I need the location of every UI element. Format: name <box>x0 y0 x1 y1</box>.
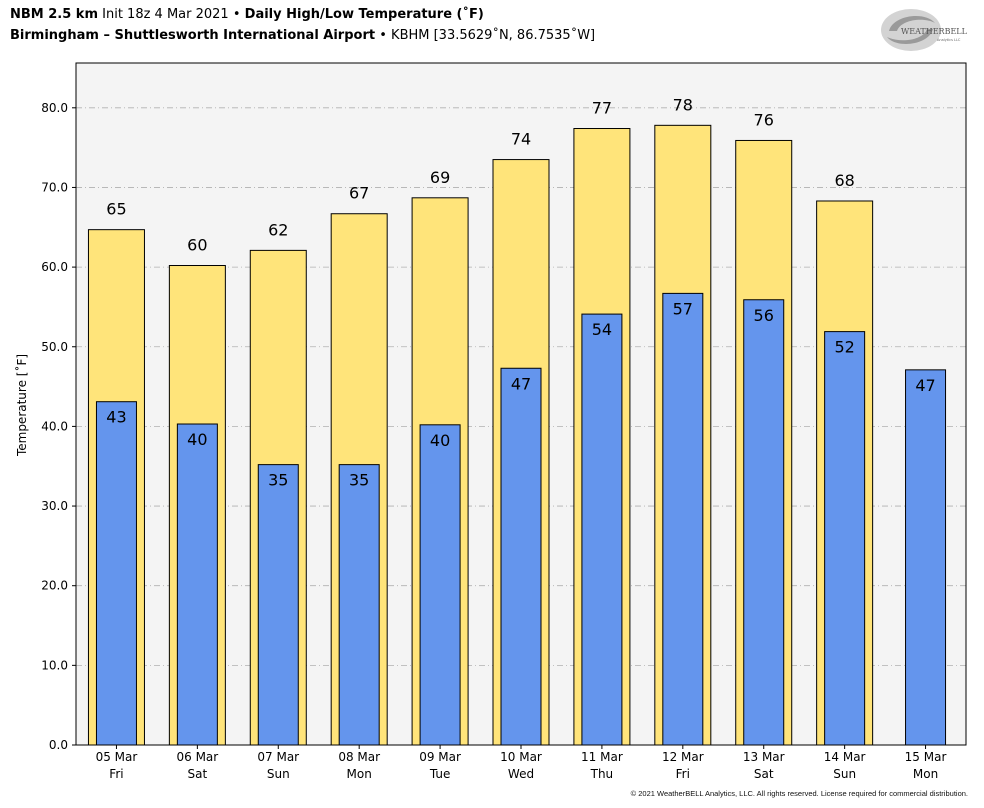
weatherbell-swirl-logo: WEATHERBELL Analytics LLC <box>881 9 968 51</box>
low-temp-label: 56 <box>754 306 774 325</box>
low-temp-bar <box>581 313 623 746</box>
y-tick-label: 80.0 <box>41 101 68 115</box>
x-tick-day: Thu <box>590 767 614 781</box>
value-labels: 65 43 60 40 62 35 67 35 69 40 74 47 77 54 78 57 76 56 68 52… <box>106 95 935 489</box>
x-tick-date: 15 Mar <box>905 750 947 764</box>
low-temp-label: 35 <box>268 471 288 490</box>
high-temp-label: 67 <box>349 184 369 203</box>
low-temp-label: 40 <box>187 430 207 449</box>
bars <box>87 124 947 746</box>
y-tick-label: 30.0 <box>41 499 68 513</box>
init-time: Init 18z 4 Mar 2021 <box>102 7 229 22</box>
low-temp-bar <box>176 423 218 746</box>
low-temp-bar <box>824 331 866 746</box>
y-tick-label: 0.0 <box>49 738 68 752</box>
y-tick-label: 70.0 <box>41 180 68 194</box>
high-temp-label: 60 <box>187 236 207 255</box>
x-tick-date: 13 Mar <box>743 750 785 764</box>
low-temp-bar <box>419 424 461 746</box>
x-tick-day: Mon <box>913 767 938 781</box>
y-tick-label: 60.0 <box>41 260 68 274</box>
high-temp-label: 69 <box>430 168 450 187</box>
low-temp-bar <box>257 464 299 746</box>
title-line-2: Birmingham – Shuttlesworth International… <box>10 28 595 43</box>
product-name: Daily High/Low Temperature (˚F) <box>244 7 484 22</box>
x-tick-date: 09 Mar <box>419 750 461 764</box>
high-temp-label: 74 <box>511 130 531 149</box>
low-temp-bar <box>338 464 380 746</box>
x-tick-date: 08 Mar <box>338 750 380 764</box>
high-temp-label: 68 <box>834 171 854 190</box>
logo-subtext: Analytics LLC <box>937 38 961 42</box>
low-temp-label: 40 <box>430 431 450 450</box>
copyright-notice: © 2021 WeatherBELL Analytics, LLC. All r… <box>630 789 968 798</box>
x-tick-day: Fri <box>676 767 690 781</box>
title-line-1: NBM 2.5 km Init 18z 4 Mar 2021 • Daily H… <box>10 7 484 22</box>
y-axis-label: Temperature [˚F] <box>14 354 29 457</box>
low-temp-label: 57 <box>673 299 693 318</box>
low-temp-label: 43 <box>106 408 126 427</box>
low-temp-bar <box>905 369 947 746</box>
x-tick-day: Sat <box>754 767 774 781</box>
station-info: KBHM [33.5629˚N, 86.7535˚W] <box>391 28 596 43</box>
y-tick-label: 10.0 <box>41 658 68 672</box>
x-tick-date: 06 Mar <box>176 750 218 764</box>
y-axis: 0.0 10.0 20.0 30.0 40.0 50.0 60.0 70.0 80.0 <box>41 101 76 752</box>
high-temp-label: 62 <box>268 220 288 239</box>
high-temp-label: 78 <box>673 95 693 114</box>
low-temp-bar <box>662 292 704 746</box>
x-tick-date: 12 Mar <box>662 750 704 764</box>
location-name: Birmingham – Shuttlesworth International… <box>10 28 376 43</box>
low-temp-label: 54 <box>592 320 612 339</box>
logo-text: WEATHERBELL <box>901 27 968 36</box>
plot-frame <box>75 62 967 746</box>
x-tick-date: 05 Mar <box>96 750 138 764</box>
high-temp-label: 65 <box>106 200 126 219</box>
x-tick-day: Fri <box>109 767 123 781</box>
x-tick-day: Sun <box>833 767 856 781</box>
x-tick-day: Mon <box>347 767 372 781</box>
x-tick-date: 14 Mar <box>824 750 866 764</box>
low-temp-label: 47 <box>511 374 531 393</box>
y-tick-label: 40.0 <box>41 419 68 433</box>
high-temp-label: 77 <box>592 99 612 118</box>
y-tick-label: 50.0 <box>41 340 68 354</box>
low-temp-bar <box>95 401 137 746</box>
separator: • <box>379 28 387 43</box>
x-tick-day: Wed <box>508 767 534 781</box>
low-temp-label: 35 <box>349 471 369 490</box>
x-tick-date: 11 Mar <box>581 750 623 764</box>
x-axis: 05 Mar Fri 06 Mar Sat 07 Mar Sun 08 Mar Mon 09 M… <box>96 745 947 781</box>
x-tick-date: 10 Mar <box>500 750 542 764</box>
low-temp-label: 47 <box>915 376 935 395</box>
low-temp-bar <box>500 367 542 746</box>
high-temp-label: 76 <box>754 110 774 129</box>
low-temp-bar <box>743 299 785 746</box>
x-tick-day: Sun <box>267 767 290 781</box>
low-temp-label: 52 <box>834 338 854 357</box>
model-name: NBM 2.5 km <box>10 7 98 22</box>
separator: • <box>232 7 241 22</box>
y-tick-label: 20.0 <box>41 579 68 593</box>
x-tick-day: Sat <box>188 767 208 781</box>
x-tick-day: Tue <box>429 767 451 781</box>
x-tick-date: 07 Mar <box>257 750 299 764</box>
